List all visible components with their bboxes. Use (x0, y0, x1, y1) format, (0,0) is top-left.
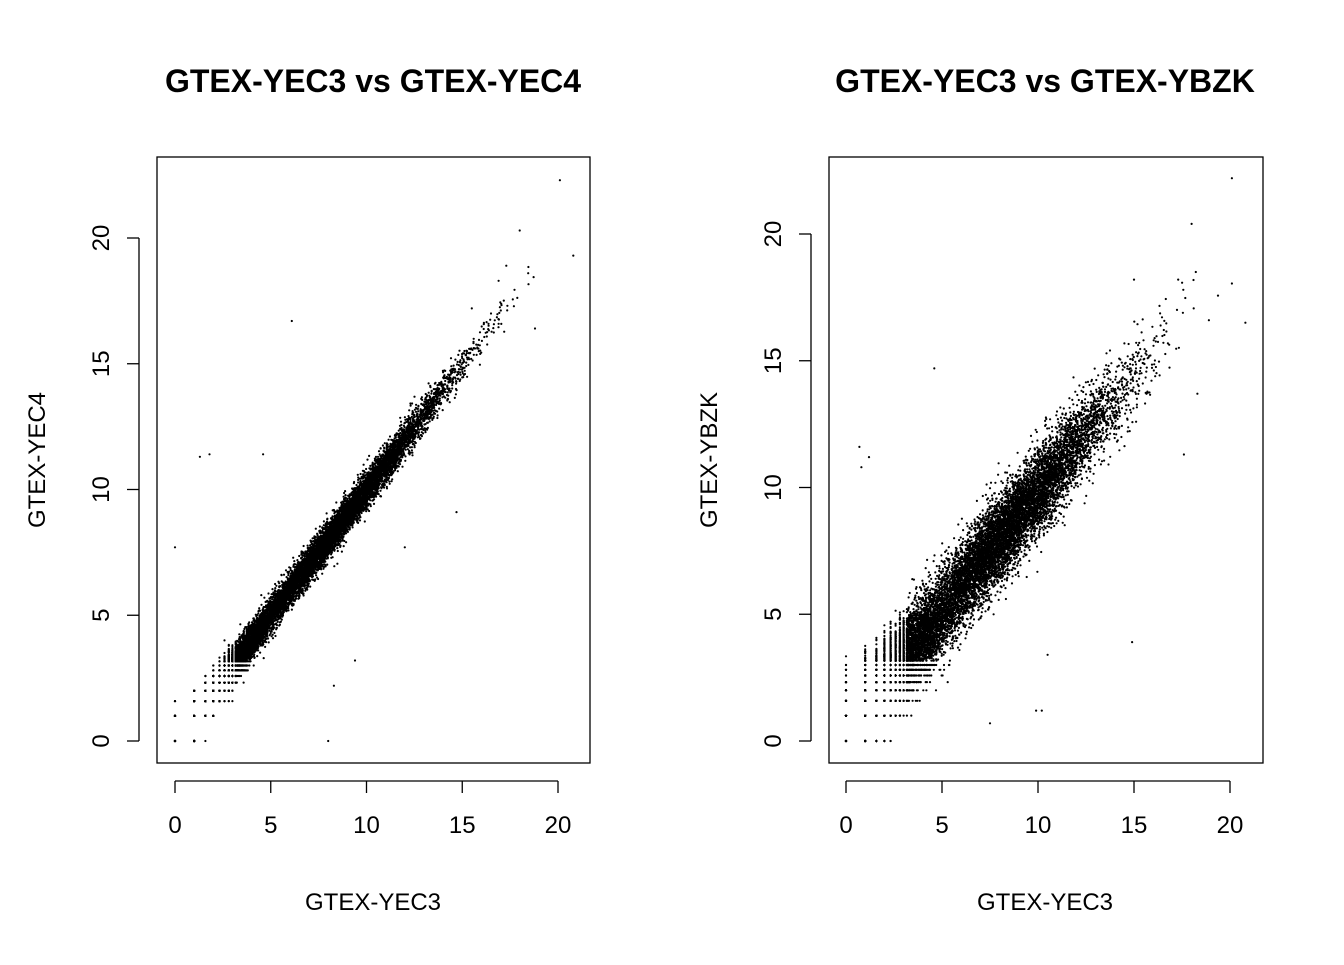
data-point (397, 429, 400, 432)
data-point (267, 592, 270, 595)
data-point (456, 377, 460, 380)
data-point (436, 414, 439, 417)
data-point (454, 393, 457, 396)
data-point (379, 489, 382, 492)
data-point (231, 700, 234, 703)
data-point (498, 311, 501, 314)
y-axis-label: GTEX-YEC4 (24, 392, 51, 528)
data-point (465, 352, 468, 355)
data-point (436, 416, 439, 420)
data-point (500, 304, 503, 307)
data-point (342, 545, 345, 548)
data-point (451, 387, 454, 390)
data-point (478, 363, 481, 366)
data-point (478, 331, 482, 334)
data-point (467, 363, 470, 366)
data-point (451, 384, 454, 387)
data-point (410, 449, 413, 452)
data-point (274, 582, 277, 586)
data-point (372, 502, 376, 505)
data-point (333, 565, 336, 568)
data-point (266, 637, 269, 640)
data-point (379, 495, 383, 498)
data-point (458, 349, 461, 352)
data-point (418, 437, 422, 440)
points (173, 179, 575, 743)
data-point (252, 664, 255, 667)
data-point (427, 391, 430, 394)
data-point (500, 322, 503, 325)
data-point (365, 467, 368, 471)
x-axis-label: GTEX-YEC3 (305, 889, 441, 916)
data-point (344, 490, 347, 493)
data-point (453, 396, 456, 399)
chart-title: GTEX-YEC3 vs GTEX-YEC4 (165, 63, 581, 99)
data-point (325, 512, 328, 515)
data-point (322, 520, 325, 523)
data-point (270, 635, 273, 638)
data-point (359, 472, 362, 476)
data-point (493, 319, 496, 322)
data-point (273, 631, 276, 635)
data-point (489, 318, 492, 321)
data-point (383, 442, 386, 445)
data-point (263, 596, 266, 599)
data-point (487, 324, 490, 327)
data-point (475, 353, 478, 356)
data-point (438, 407, 441, 410)
data-point (353, 480, 356, 484)
data-point (465, 350, 469, 353)
data-point (459, 365, 462, 368)
data-point (321, 572, 324, 575)
data-point (492, 331, 495, 334)
data-point (449, 357, 453, 360)
data-point (284, 569, 288, 572)
data-point (465, 364, 468, 368)
data-point (385, 487, 389, 490)
data-point (485, 335, 488, 338)
data-point (218, 656, 221, 659)
data-point (503, 330, 506, 333)
data-point (463, 349, 466, 353)
data-point (271, 633, 274, 636)
data-point (516, 296, 519, 299)
data-point (388, 480, 391, 483)
data-point (399, 420, 403, 423)
data-point (276, 620, 279, 624)
data-point (316, 534, 319, 537)
data-point (258, 607, 261, 610)
data-point (365, 510, 368, 513)
scatter-panel-left: GTEX-YEC3 vs GTEX-YEC4 GTEX-YEC3 GTEX-YE… (24, 63, 591, 916)
data-point (282, 573, 286, 576)
data-point (471, 348, 474, 351)
data-point (412, 442, 415, 446)
data-point (343, 491, 346, 495)
data-point (274, 634, 277, 638)
data-point (356, 473, 359, 476)
data-point (497, 326, 500, 329)
data-point (387, 438, 390, 441)
data-point (366, 458, 369, 461)
data-point (512, 305, 516, 308)
data-point (407, 415, 410, 418)
data-point (368, 454, 371, 457)
data-point (357, 481, 360, 484)
data-point (513, 288, 516, 291)
data-point (278, 582, 281, 585)
data-point (441, 396, 444, 399)
data-point (381, 444, 384, 447)
data-point (506, 309, 509, 312)
